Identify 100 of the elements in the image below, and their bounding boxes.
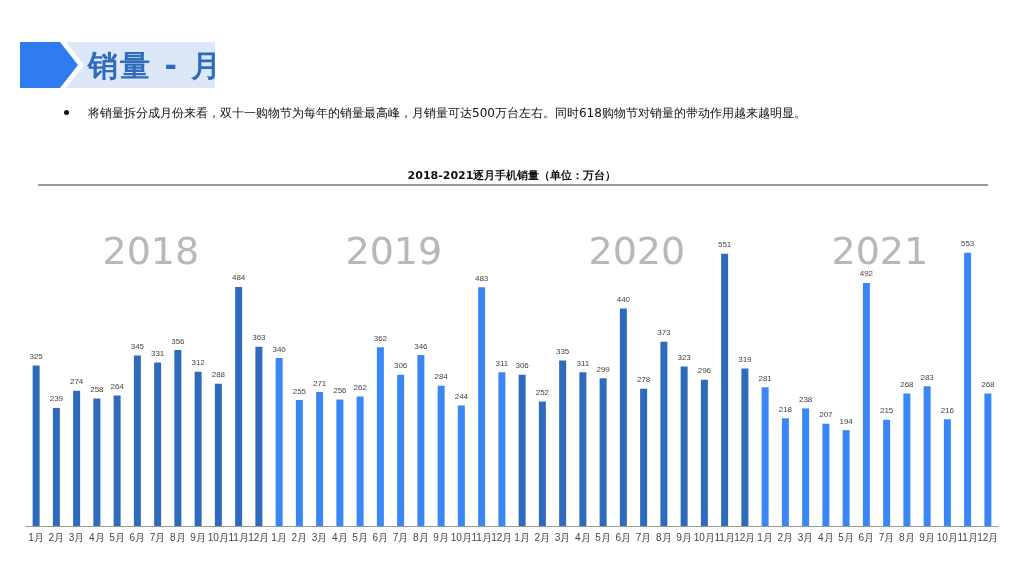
x-tick-label: 7月 (635, 531, 652, 543)
x-tick-label: 2月 (534, 531, 551, 543)
x-tick-label: 4月 (818, 531, 834, 543)
x-tick-label: 2月 (291, 531, 308, 543)
data-label: 264 (110, 382, 125, 392)
x-tick-label: 4月 (89, 531, 105, 543)
bar (781, 418, 789, 526)
bar (214, 383, 222, 526)
data-label: 311 (495, 358, 509, 368)
bar (599, 378, 607, 526)
data-label: 258 (90, 385, 105, 395)
x-tick-label: 2月 (48, 531, 65, 543)
bar (457, 405, 465, 526)
x-tick-label: 9月 (676, 531, 692, 543)
data-label: 346 (414, 341, 429, 351)
x-tick-label: 1月 (28, 531, 44, 543)
bar (52, 407, 60, 526)
x-tick-label: 7月 (392, 531, 409, 543)
bar (802, 408, 810, 526)
x-tick-label: 9月 (433, 531, 449, 543)
data-label: 306 (393, 361, 408, 371)
x-tick-label: 11月 (957, 531, 978, 543)
bar (943, 419, 951, 526)
x-tick-label: 2月 (777, 531, 794, 543)
bar (559, 360, 567, 526)
x-tick-label: 1月 (757, 531, 773, 543)
data-label: 207 (819, 410, 834, 420)
x-tick-label: 10月 (693, 531, 715, 543)
x-tick-label: 4月 (575, 531, 591, 543)
bar (862, 282, 870, 526)
x-tick-label: 3月 (68, 531, 85, 543)
data-label: 252 (535, 388, 550, 397)
data-label: 284 (434, 372, 449, 382)
data-label: 271 (312, 378, 327, 388)
bar (741, 368, 749, 526)
data-label: 440 (616, 295, 631, 305)
x-tick-label: 12月 (248, 531, 270, 543)
data-label: 362 (373, 333, 388, 343)
bar (640, 388, 648, 526)
data-label: 268 (981, 380, 996, 390)
data-label: 551 (717, 240, 732, 250)
bar (174, 350, 182, 526)
bar (964, 252, 972, 526)
x-tick-label: 4月 (332, 531, 348, 543)
x-tick-label: 6月 (372, 531, 389, 543)
bar (579, 372, 587, 526)
data-label: 216 (940, 405, 955, 415)
bar (255, 346, 263, 526)
bar (478, 287, 486, 526)
x-tick-label: 5月 (352, 531, 368, 543)
data-label: 278 (636, 375, 651, 385)
data-label: 262 (353, 383, 368, 393)
bar (32, 365, 40, 526)
bar (356, 396, 364, 526)
bar (397, 374, 405, 526)
x-tick-label: 12月 (491, 531, 513, 543)
bar (133, 355, 141, 526)
data-label: 484 (231, 273, 246, 283)
data-label: 325 (29, 351, 44, 361)
x-tick-label: 6月 (858, 531, 875, 543)
x-tick-label: 9月 (190, 531, 206, 543)
data-label: 299 (596, 364, 611, 374)
data-label: 283 (920, 372, 935, 382)
annotation: 2018 (102, 229, 200, 273)
bar (194, 371, 202, 526)
data-label: 306 (515, 361, 530, 371)
x-tick-label: 9月 (919, 531, 935, 543)
bar (93, 398, 101, 526)
annotation: 2020 (588, 229, 686, 273)
x-tick-label: 5月 (838, 531, 854, 543)
bar (376, 347, 384, 526)
x-tick-label: 10月 (936, 531, 958, 543)
bar (154, 362, 162, 526)
bar (721, 253, 729, 526)
data-label: 483 (474, 273, 489, 283)
x-tick-label: 8月 (899, 531, 915, 543)
text: 2018-2021逐月手机销量（单位：万台） (406, 168, 618, 183)
bar (700, 379, 708, 526)
data-label: 296 (697, 366, 712, 376)
x-tick-label: 12月 (734, 531, 756, 543)
bar (903, 393, 911, 526)
bar (295, 400, 303, 526)
data-label: 215 (879, 406, 894, 416)
x-tick-label: 6月 (129, 531, 146, 543)
x-tick-label: 8月 (413, 531, 429, 543)
chart-subtitle: 将销量拆分成月份来看，双十一购物节为每年的销量最高峰，月销量可达500万台左右。同时618购物节对销量的带动作用越来越明显。 (88, 106, 806, 120)
bar (417, 355, 425, 526)
data-label: 274 (69, 377, 84, 387)
data-label: 244 (454, 391, 469, 401)
data-label: 311 (576, 358, 590, 368)
x-tick-label: 11月 (471, 531, 492, 543)
bar (316, 392, 324, 526)
data-label: 256 (333, 386, 348, 396)
data-label: 239 (49, 394, 64, 404)
bar (923, 386, 931, 526)
bar (336, 399, 344, 526)
data-label: 345 (130, 342, 145, 352)
data-label: 331 (150, 348, 165, 358)
data-label: 255 (292, 386, 307, 396)
bar (538, 401, 546, 526)
